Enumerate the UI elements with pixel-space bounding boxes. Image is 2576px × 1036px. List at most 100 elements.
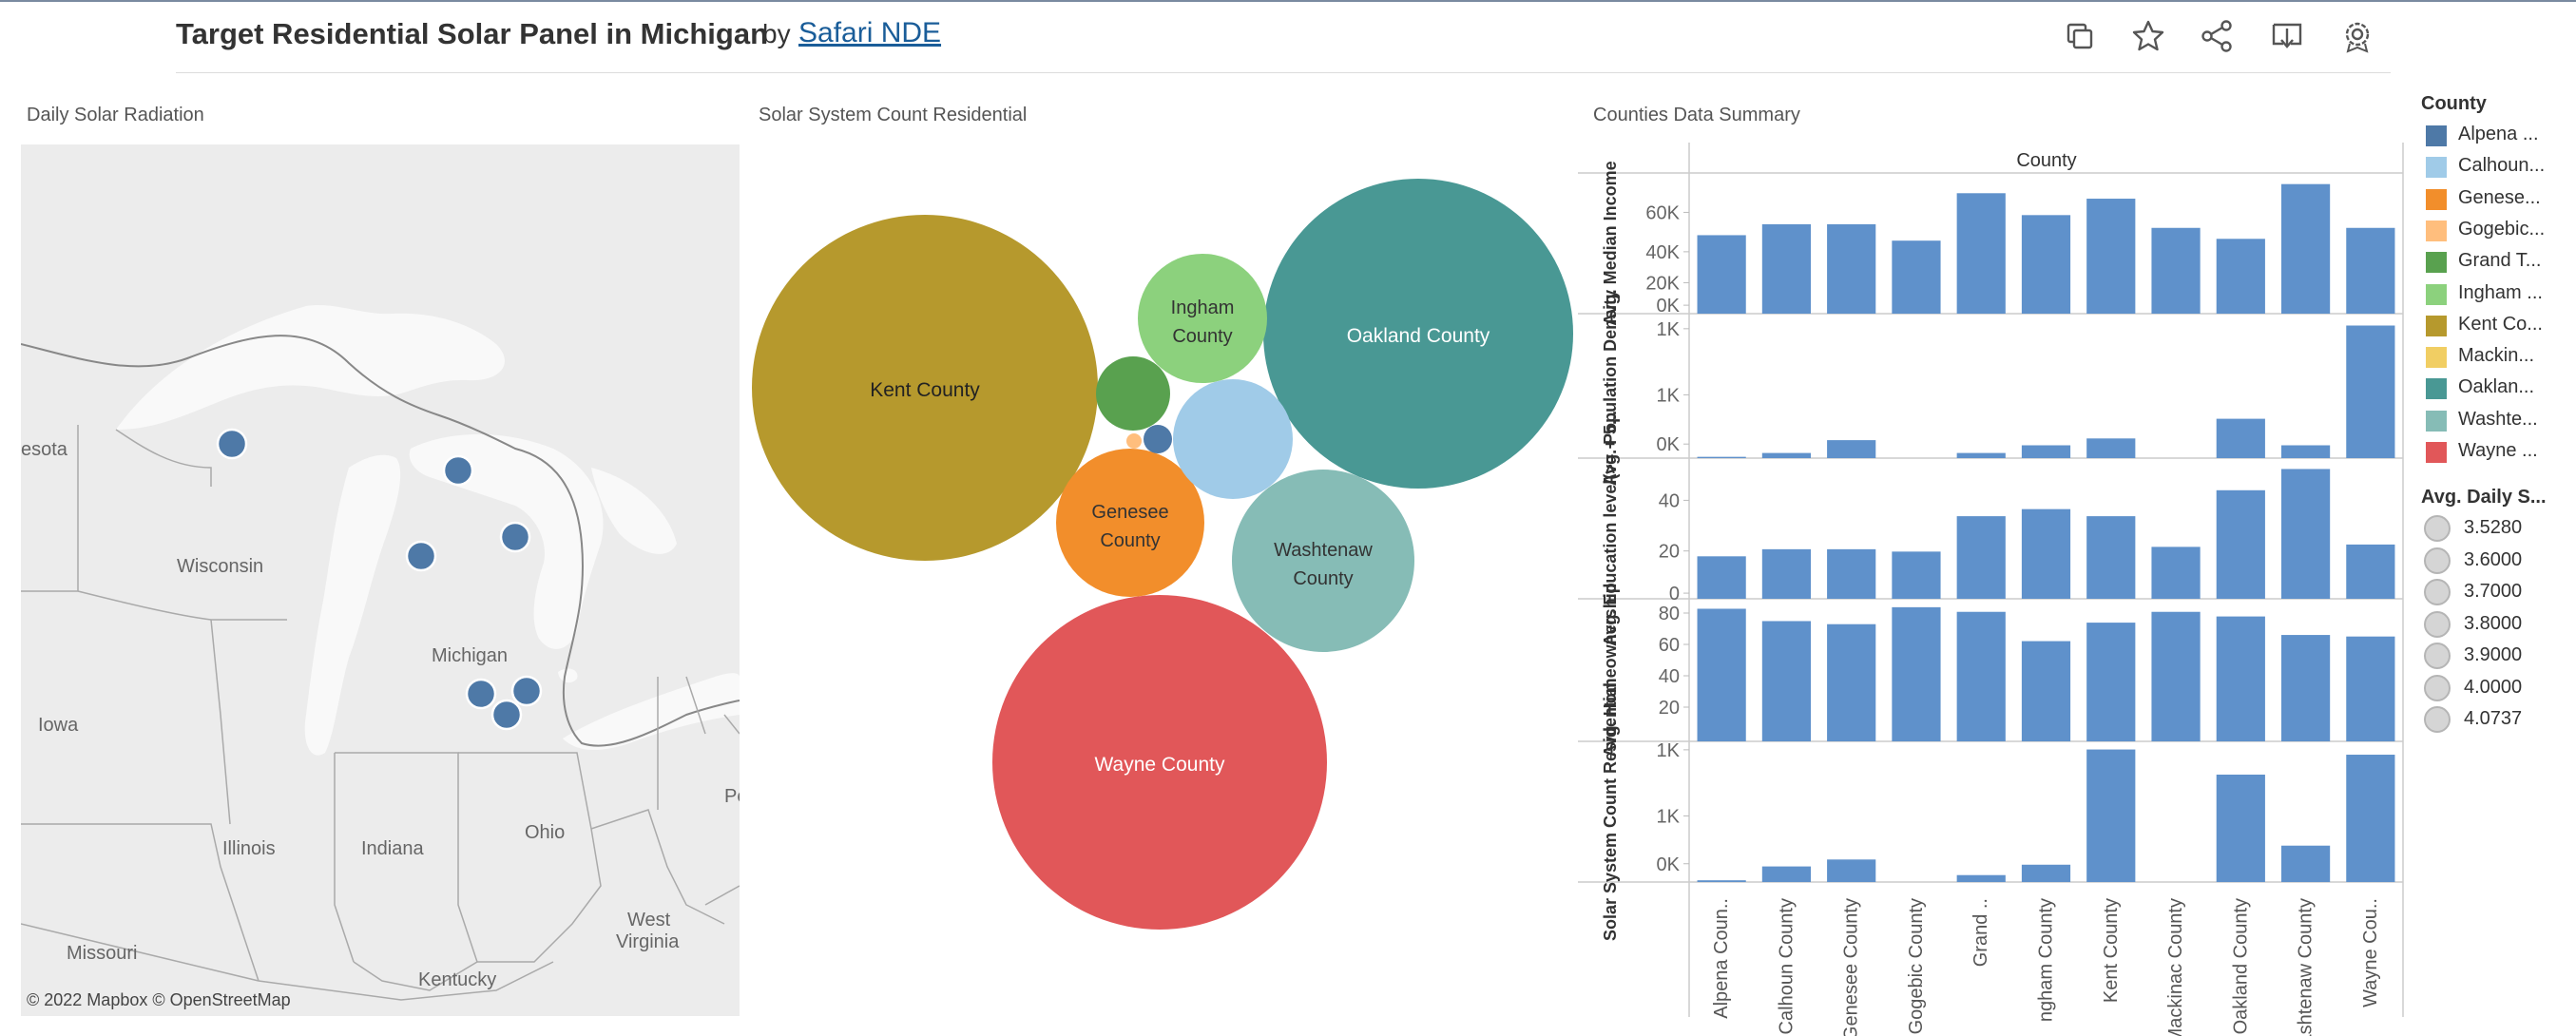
copy-icon[interactable] <box>2061 17 2099 55</box>
bar-3-5[interactable] <box>2021 641 2071 741</box>
bar-3-0[interactable] <box>1697 608 1746 741</box>
bar-2-10[interactable] <box>2346 544 2395 599</box>
bar-1-9[interactable] <box>2280 445 2331 459</box>
bar-3-7[interactable] <box>2151 611 2201 741</box>
settings-icon[interactable] <box>2338 17 2376 55</box>
bubble-ingham-county[interactable]: Ingham County <box>1138 254 1267 383</box>
legend-item[interactable]: Mackin... <box>2426 343 2576 369</box>
bubble-calhoun-county[interactable] <box>1173 379 1293 499</box>
bar-2-5[interactable] <box>2021 508 2071 599</box>
size-legend-item[interactable]: 3.6000 <box>2424 547 2576 576</box>
bar-0-4[interactable] <box>1956 193 2006 314</box>
category-label: Mackinac County <box>2165 898 2186 1036</box>
bubble-grand-traverse-county[interactable] <box>1096 356 1170 431</box>
share-icon[interactable] <box>2198 17 2236 55</box>
bubble-genesee-county[interactable]: Genesee County <box>1056 449 1204 597</box>
legend-item[interactable]: Washte... <box>2426 407 2576 432</box>
panel-label: Solar System Count Residential <box>1601 682 1620 941</box>
bar-2-3[interactable] <box>1892 551 1941 599</box>
size-legend-item[interactable]: 3.7000 <box>2424 579 2576 607</box>
bar-1-1[interactable] <box>1761 452 1812 458</box>
legend-item[interactable]: Oaklan... <box>2426 374 2576 400</box>
bar-2-7[interactable] <box>2151 547 2201 599</box>
bar-3-4[interactable] <box>1956 611 2006 741</box>
legend-item[interactable]: Grand T... <box>2426 248 2576 274</box>
bar-3-9[interactable] <box>2280 635 2331 741</box>
bar-4-8[interactable] <box>2216 774 2265 882</box>
legend-item[interactable]: Ingham ... <box>2426 280 2576 305</box>
bar-1-0[interactable] <box>1697 456 1746 458</box>
bar-3-1[interactable] <box>1761 621 1812 741</box>
star-icon[interactable] <box>2129 17 2167 55</box>
bar-4-10[interactable] <box>2346 755 2395 882</box>
bar-4-0[interactable] <box>1697 880 1746 882</box>
bubble-kent-county[interactable]: Kent County <box>752 215 1098 561</box>
bar-0-2[interactable] <box>1827 223 1876 314</box>
bar-2-6[interactable] <box>2086 516 2136 599</box>
size-legend-circle <box>2424 610 2451 638</box>
bar-2-0[interactable] <box>1697 556 1746 599</box>
legend-item[interactable]: Alpena ... <box>2426 122 2576 146</box>
size-legend-item[interactable]: 3.8000 <box>2424 610 2576 640</box>
legend-item[interactable]: Wayne ... <box>2426 438 2576 463</box>
bubble-gogebic-county[interactable] <box>1126 433 1142 449</box>
legend-item[interactable]: Genese... <box>2426 185 2576 210</box>
size-legend-item[interactable]: 3.9000 <box>2424 643 2576 671</box>
bar-3-2[interactable] <box>1827 624 1876 741</box>
solar-radiation-map[interactable]: esota Wisconsin Michigan Iowa Illinois I… <box>21 144 740 1016</box>
bar-1-5[interactable] <box>2021 445 2071 459</box>
legend-item[interactable]: Kent Co... <box>2426 312 2576 336</box>
county-column-header: County <box>2016 150 2076 171</box>
bar-0-7[interactable] <box>2151 227 2201 314</box>
bar-3-10[interactable] <box>2346 636 2395 741</box>
bar-1-10[interactable] <box>2346 325 2395 459</box>
legend-item[interactable]: Calhoun... <box>2426 153 2576 179</box>
bubble-oakland-county[interactable]: Oakland County <box>1263 179 1573 489</box>
download-icon[interactable] <box>2268 17 2306 55</box>
author-link[interactable]: Safari NDE <box>798 17 942 48</box>
bar-4-9[interactable] <box>2280 845 2331 882</box>
bar-0-9[interactable] <box>2280 183 2331 314</box>
summary-title: Counties Data Summary <box>1593 105 1800 125</box>
bar-1-6[interactable] <box>2086 438 2136 458</box>
bar-2-1[interactable] <box>1761 548 1812 599</box>
bar-1-8[interactable] <box>2216 418 2265 458</box>
bar-2-8[interactable] <box>2216 489 2265 599</box>
bar-0-3[interactable] <box>1892 240 1941 314</box>
legend-swatch <box>2426 378 2447 400</box>
bar-4-1[interactable] <box>1761 866 1812 882</box>
bar-4-6[interactable] <box>2086 749 2136 882</box>
bubble-alpena-county[interactable] <box>1144 425 1172 453</box>
radiation-dots <box>216 428 543 731</box>
bar-3-3[interactable] <box>1892 606 1941 741</box>
bar-1-2[interactable] <box>1827 440 1876 458</box>
bar-0-8[interactable] <box>2216 239 2265 314</box>
bubble-washtenaw-county[interactable]: Washtenaw County <box>1232 470 1414 652</box>
bar-1-4[interactable] <box>1956 452 2006 458</box>
bar-0-0[interactable] <box>1697 235 1746 314</box>
bar-2-4[interactable] <box>1956 516 2006 599</box>
size-legend-item[interactable]: 4.0737 <box>2424 706 2576 735</box>
size-legend-item[interactable]: 4.0000 <box>2424 674 2576 703</box>
bar-0-5[interactable] <box>2021 215 2071 314</box>
bar-2-2[interactable] <box>1827 548 1876 599</box>
axis-tick: 1K <box>1657 319 1681 340</box>
legend-swatch <box>2426 188 2447 210</box>
bar-4-2[interactable] <box>1827 859 1876 882</box>
bar-0-6[interactable] <box>2086 199 2136 314</box>
bar-3-8[interactable] <box>2216 616 2265 741</box>
bar-0-10[interactable] <box>2346 227 2395 314</box>
bar-4-5[interactable] <box>2021 864 2071 882</box>
bar-3-6[interactable] <box>2086 623 2136 741</box>
bar-2-9[interactable] <box>2280 469 2331 599</box>
size-legend-item[interactable]: 3.5280 <box>2424 515 2576 544</box>
county-dot-wayne <box>490 699 523 731</box>
bar-4-4[interactable] <box>1956 874 2006 882</box>
legend-item[interactable]: Gogebic... <box>2426 217 2576 241</box>
bubble-wayne-county[interactable]: Wayne County <box>992 595 1327 930</box>
map-label-illinois: Illinois <box>222 838 276 859</box>
bar-0-1[interactable] <box>1761 223 1812 314</box>
bubble-label: Kent County <box>870 379 980 401</box>
axis-tick: 40 <box>1659 490 1680 511</box>
axis-tick: 0K <box>1657 296 1681 317</box>
